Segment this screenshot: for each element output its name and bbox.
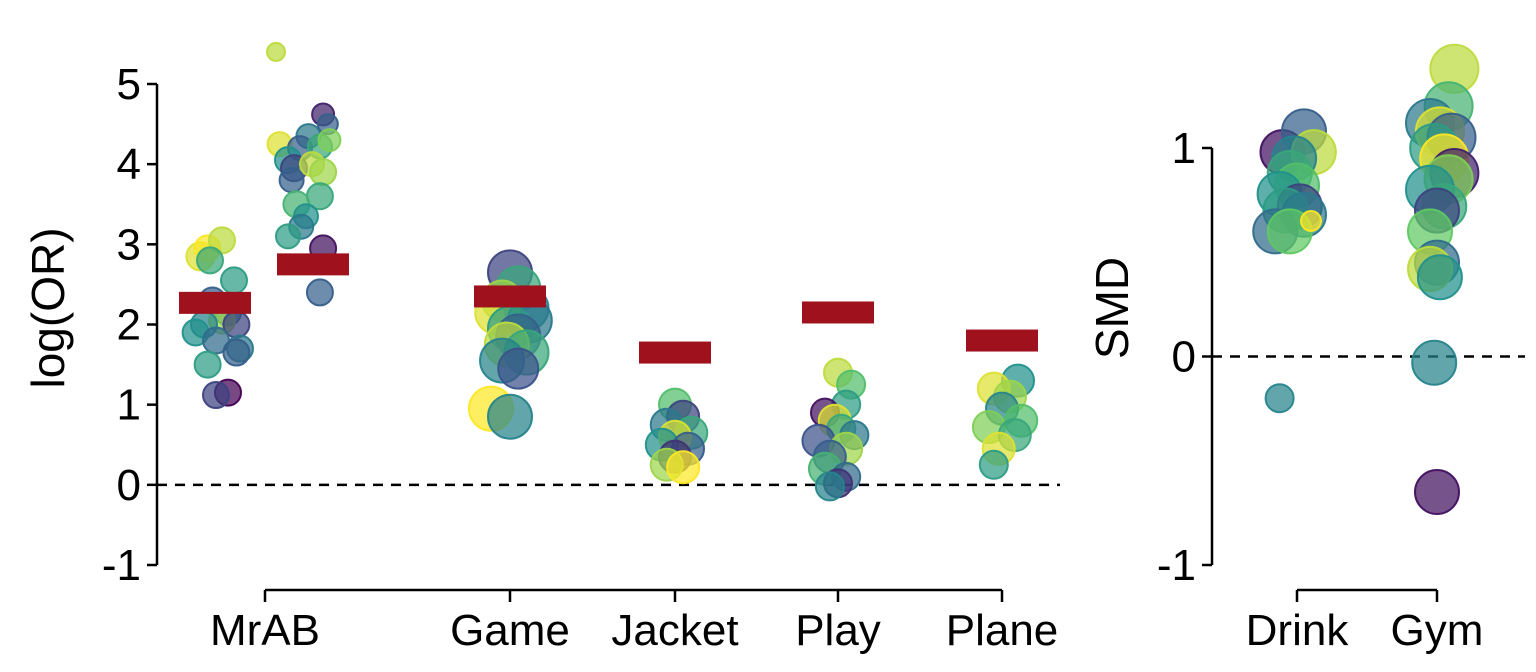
data-point-play bbox=[814, 471, 845, 502]
data-point-gym bbox=[1416, 254, 1463, 301]
data-point-game bbox=[497, 347, 540, 390]
data-point-drink bbox=[1264, 383, 1295, 414]
y-tick-label: 0 bbox=[117, 461, 141, 510]
data-point-mrab bbox=[266, 41, 286, 62]
x-tick-label-jacket: Jacket bbox=[611, 606, 738, 655]
y-tick-label: 1 bbox=[1172, 124, 1196, 173]
x-tick-label-plane: Plane bbox=[946, 606, 1059, 655]
x-tick-label-mrab: MrAB bbox=[210, 606, 320, 655]
mean-bar-play bbox=[802, 301, 874, 324]
mean-bar-game bbox=[474, 285, 546, 308]
y-tick-label: 2 bbox=[117, 301, 141, 350]
data-point-mrab bbox=[309, 158, 338, 187]
data-point-mrab bbox=[220, 266, 248, 295]
data-point-mrab bbox=[275, 223, 301, 250]
data-point-gym bbox=[1411, 339, 1458, 386]
mean-bar-jacket bbox=[639, 341, 711, 364]
y-tick-label: -1 bbox=[1157, 541, 1196, 590]
right-panel-smd: -1 0 1 SMD Drink Gym bbox=[1086, 43, 1525, 655]
x-tick-label-drink: Drink bbox=[1246, 606, 1350, 655]
data-point-plane bbox=[978, 449, 1009, 480]
y-axis-title: SMD bbox=[1086, 257, 1138, 359]
data-point-mrab bbox=[202, 381, 230, 410]
y-tick-label: 0 bbox=[1172, 333, 1196, 382]
data-point-mrab bbox=[222, 338, 251, 367]
mean-bar-mrab bbox=[277, 253, 349, 276]
data-point-mrab bbox=[305, 278, 334, 307]
left-panel-logor: -1 0 1 2 3 4 5 log(OR) MrAB Game Jacket Play Plane bbox=[22, 41, 1060, 655]
y-tick-label: 5 bbox=[117, 60, 141, 109]
x-tick-label-gym: Gym bbox=[1391, 606, 1484, 655]
x-tick-label-game: Game bbox=[450, 606, 570, 655]
y-tick-label: -1 bbox=[102, 541, 141, 590]
y-tick-label: 3 bbox=[117, 220, 141, 269]
y-tick-label: 1 bbox=[117, 381, 141, 430]
x-tick-label-play: Play bbox=[795, 606, 881, 655]
data-point-jacket bbox=[666, 450, 701, 485]
data-point-drink bbox=[1300, 209, 1322, 232]
mean-bar-mrab bbox=[179, 291, 251, 314]
data-point-mrab bbox=[317, 128, 342, 153]
y-axis-title: log(OR) bbox=[22, 227, 74, 388]
data-point-mrab bbox=[193, 350, 222, 379]
y-tick-label: 4 bbox=[117, 140, 141, 189]
data-point-game bbox=[487, 393, 533, 440]
data-point-mrab bbox=[196, 246, 224, 275]
data-point-mrab bbox=[278, 167, 305, 194]
data-point-gym bbox=[1414, 469, 1460, 516]
mean-bar-plane bbox=[966, 329, 1038, 352]
